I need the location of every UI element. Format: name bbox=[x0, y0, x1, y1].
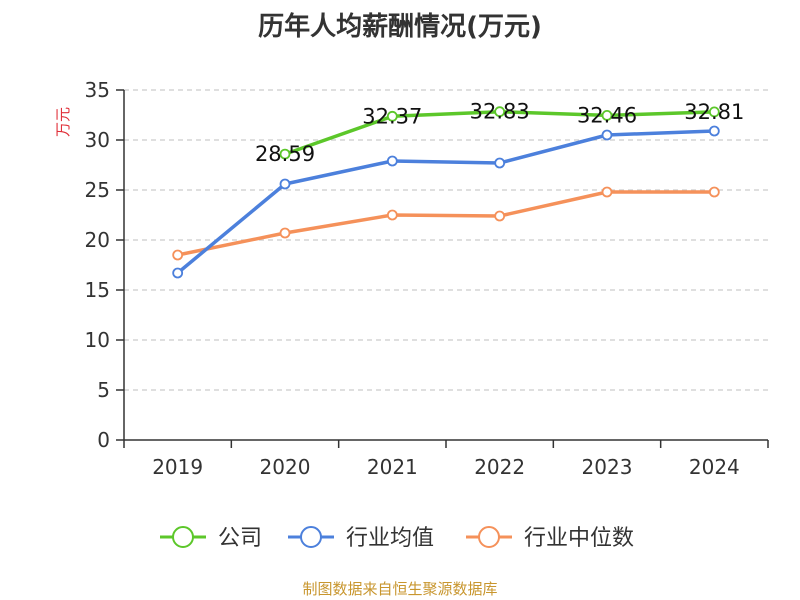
legend-label-1: 行业均值 bbox=[346, 526, 434, 551]
data-point bbox=[494, 210, 506, 222]
data-point bbox=[708, 106, 720, 118]
data-point bbox=[172, 267, 184, 279]
y-axis-label: 万元 bbox=[54, 107, 72, 137]
legend-label-2: 行业中位数 bbox=[524, 526, 634, 551]
legend-label-0: 公司 bbox=[218, 526, 262, 551]
y-tick-label: 30 bbox=[85, 128, 110, 152]
y-tick-label: 5 bbox=[97, 378, 110, 402]
legend: 公司 行业均值 行业中位数 bbox=[160, 526, 634, 551]
data-label-layer: 28.59 32.37 32.83 32.46 32.81 bbox=[255, 100, 744, 166]
data-point bbox=[601, 186, 613, 198]
y-tick-label: 35 bbox=[85, 78, 110, 102]
y-tick-label: 15 bbox=[85, 278, 110, 302]
axis-layer: 0 5 10 15 20 25 30 35 2019 2020 2021 2022 2023 2024 万元 bbox=[54, 78, 769, 479]
legend-marker-0 bbox=[172, 526, 194, 548]
data-label: 32.83 bbox=[470, 100, 530, 124]
y-tick-label: 0 bbox=[97, 428, 110, 452]
y-tick-label: 25 bbox=[85, 178, 110, 202]
data-point bbox=[708, 125, 720, 137]
x-tick-label: 2019 bbox=[152, 455, 203, 479]
legend-marker-2 bbox=[478, 526, 500, 548]
data-point bbox=[494, 106, 506, 118]
chart-title: 历年人均薪酬情况(万元) bbox=[258, 12, 542, 42]
data-point bbox=[386, 155, 398, 167]
data-point bbox=[279, 178, 291, 190]
data-label: 32.46 bbox=[577, 103, 637, 127]
data-point bbox=[279, 148, 291, 160]
y-tick-label: 20 bbox=[85, 228, 110, 252]
x-tick-label: 2021 bbox=[367, 455, 418, 479]
data-label: 32.81 bbox=[684, 100, 744, 124]
data-point bbox=[279, 227, 291, 239]
x-tick-label: 2022 bbox=[474, 455, 525, 479]
y-tick-label: 10 bbox=[85, 328, 110, 352]
grid-layer bbox=[124, 89, 768, 391]
data-label: 32.37 bbox=[362, 104, 422, 128]
data-point bbox=[601, 129, 613, 141]
data-point bbox=[386, 110, 398, 122]
data-point bbox=[386, 209, 398, 221]
data-label: 28.59 bbox=[255, 142, 315, 166]
source-note: 制图数据来自恒生聚源数据库 bbox=[302, 580, 498, 598]
x-tick-label: 2024 bbox=[689, 455, 740, 479]
series-layer bbox=[172, 106, 720, 279]
data-point bbox=[494, 157, 506, 169]
data-point bbox=[601, 110, 613, 121]
x-tick-label: 2023 bbox=[582, 455, 633, 479]
series-line-1 bbox=[175, 129, 717, 275]
series-line-2 bbox=[175, 190, 717, 257]
data-point bbox=[172, 249, 184, 261]
x-tick-label: 2020 bbox=[260, 455, 311, 479]
legend-marker-1 bbox=[300, 526, 322, 548]
data-point bbox=[708, 186, 720, 198]
